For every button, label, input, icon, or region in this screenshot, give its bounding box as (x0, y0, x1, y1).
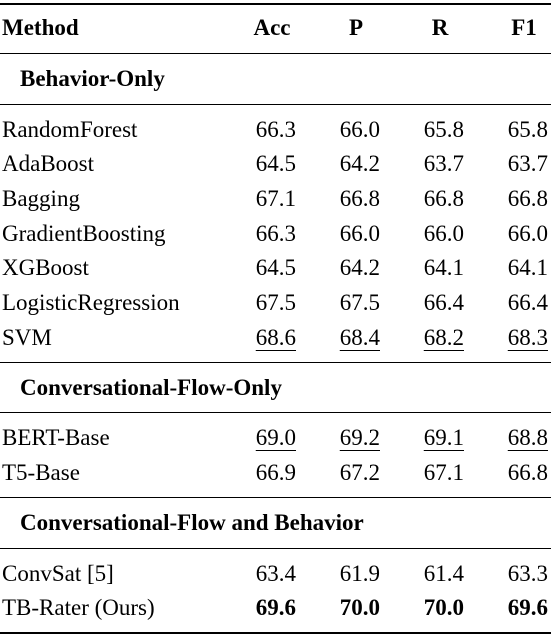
method-name: GradientBoosting (2, 221, 166, 246)
r-value: 66.8 (423, 186, 464, 211)
r-value: 64.1 (423, 255, 464, 280)
acc-value: 69.0 (255, 425, 296, 450)
method-name: LogisticRegression (2, 290, 180, 315)
header-p: P (348, 15, 364, 40)
section-end-rule-conversational-flow-only (0, 497, 551, 498)
f1-value: 66.0 (507, 221, 548, 246)
header-acc: Acc (253, 15, 291, 40)
r-value: 66.0 (423, 221, 464, 246)
table-row: T5-Base 66.9 67.2 67.1 66.8 (0, 456, 551, 490)
table-row: LogisticRegression 67.5 67.5 66.4 66.4 (0, 286, 551, 320)
f1-value: 69.6 (507, 595, 548, 620)
f1-value: 66.4 (507, 290, 548, 315)
table-header: Method Acc P R F1 (0, 11, 551, 45)
acc-value: 69.6 (255, 595, 296, 620)
acc-value: 67.5 (255, 290, 296, 315)
f1-value: 66.8 (507, 186, 548, 211)
f1-value: 63.3 (507, 561, 548, 586)
table-row: ConvSat [5] 63.4 61.9 61.4 63.3 (0, 557, 551, 591)
section-rule-conversational-flow-only (0, 412, 551, 413)
p-value: 69.2 (339, 425, 380, 450)
section-end-rule-behavior-only (0, 362, 551, 363)
acc-value: 64.5 (255, 255, 296, 280)
table-row: RandomForest 66.3 66.0 65.8 65.8 (0, 113, 551, 147)
p-value: 64.2 (339, 255, 380, 280)
section-title-conversational-flow-only: Conversational-Flow-Only (20, 375, 282, 400)
f1-value: 68.3 (507, 325, 548, 350)
method-name: T5-Base (2, 460, 80, 485)
p-value: 68.4 (339, 325, 380, 350)
acc-value: 66.3 (255, 221, 296, 246)
acc-value: 67.1 (255, 186, 296, 211)
r-value: 67.1 (423, 460, 464, 485)
acc-value: 66.9 (255, 460, 296, 485)
method-name: AdaBoost (2, 151, 94, 176)
f1-value: 68.8 (507, 425, 548, 450)
p-value: 61.9 (339, 561, 380, 586)
p-value: 64.2 (339, 151, 380, 176)
f1-value: 63.7 (507, 151, 548, 176)
table-row: XGBoost 64.5 64.2 64.1 64.1 (0, 251, 551, 285)
r-value: 69.1 (423, 425, 464, 450)
r-value: 66.4 (423, 290, 464, 315)
table-row: SVM 68.6 68.4 68.2 68.3 (0, 321, 551, 355)
p-value: 66.0 (339, 221, 380, 246)
acc-value: 64.5 (255, 151, 296, 176)
r-value: 65.8 (423, 117, 464, 142)
method-name: TB-Rater (Ours) (2, 595, 155, 620)
table-row: BERT-Base 69.0 69.2 69.1 68.8 (0, 421, 551, 455)
p-value: 67.2 (339, 460, 380, 485)
r-value: 63.7 (423, 151, 464, 176)
section-title-conversational-flow-and-behavior: Conversational-Flow and Behavior (20, 510, 364, 535)
r-value: 70.0 (423, 595, 464, 620)
method-name: RandomForest (2, 117, 138, 142)
table-row: AdaBoost 64.5 64.2 63.7 63.7 (0, 147, 551, 181)
method-name: Bagging (2, 186, 80, 211)
r-value: 61.4 (423, 561, 464, 586)
header-f1: F1 (511, 15, 537, 40)
table-row: GradientBoosting 66.3 66.0 66.0 66.0 (0, 217, 551, 251)
method-name: ConvSat [5] (2, 561, 114, 586)
method-name: SVM (2, 325, 52, 350)
f1-value: 66.8 (507, 460, 548, 485)
header-rule (0, 53, 551, 54)
p-value: 70.0 (339, 595, 380, 620)
p-value: 66.0 (339, 117, 380, 142)
method-name: XGBoost (2, 255, 89, 280)
p-value: 66.8 (339, 186, 380, 211)
section-rule-behavior-only (0, 104, 551, 105)
acc-value: 63.4 (255, 561, 296, 586)
p-value: 67.5 (339, 290, 380, 315)
header-r: R (431, 15, 449, 40)
table-row: TB-Rater (Ours) 69.6 70.0 70.0 69.6 (0, 591, 551, 625)
section-rule-conversational-flow-and-behavior (0, 548, 551, 549)
f1-value: 64.1 (507, 255, 548, 280)
method-name: BERT-Base (2, 425, 110, 450)
bottom-rule (0, 632, 551, 634)
top-rule (0, 3, 551, 5)
section-title-behavior-only: Behavior-Only (20, 66, 165, 91)
header-method: Method (2, 15, 79, 40)
r-value: 68.2 (423, 325, 464, 350)
table-row: Bagging 67.1 66.8 66.8 66.8 (0, 182, 551, 216)
acc-value: 68.6 (255, 325, 296, 350)
f1-value: 65.8 (507, 117, 548, 142)
acc-value: 66.3 (255, 117, 296, 142)
